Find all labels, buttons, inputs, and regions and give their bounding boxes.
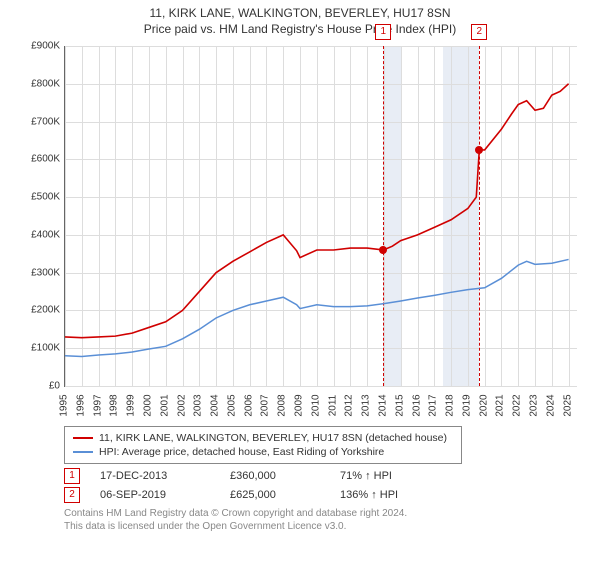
legend: 11, KIRK LANE, WALKINGTON, BEVERLEY, HU1… [64,426,462,464]
x-axis-label: 2018 [445,394,456,416]
x-axis-label: 2006 [243,394,254,416]
x-axis-label: 2000 [142,394,153,416]
transaction-price: £625,000 [230,489,340,501]
x-axis-label: 2012 [344,394,355,416]
gridline-h [65,386,577,387]
table-row: 2 06-SEP-2019 £625,000 136% ↑ HPI [64,487,580,503]
title-line-2: Price paid vs. HM Land Registry's House … [0,22,600,36]
x-axis-label: 2008 [277,394,288,416]
legend-swatch-1 [73,437,93,439]
chart: 12 £0£100K£200K£300K£400K£500K£600K£700K… [20,42,580,422]
marker-label: 2 [471,24,487,40]
x-axis-label: 2019 [461,394,472,416]
table-row: 1 17-DEC-2013 £360,000 71% ↑ HPI [64,468,580,484]
y-axis-label: £600K [31,154,60,165]
y-axis-label: £400K [31,229,60,240]
legend-label-1: 11, KIRK LANE, WALKINGTON, BEVERLEY, HU1… [99,432,447,444]
legend-label-2: HPI: Average price, detached house, East… [99,446,384,458]
x-axis-label: 1995 [59,394,70,416]
x-axis-label: 2014 [377,394,388,416]
legend-swatch-2 [73,451,93,453]
x-axis-label: 2003 [193,394,204,416]
transaction-date: 06-SEP-2019 [100,489,230,501]
x-axis-label: 2010 [310,394,321,416]
x-axis-label: 2009 [294,394,305,416]
footer: Contains HM Land Registry data © Crown c… [64,507,580,533]
transaction-hpi: 136% ↑ HPI [340,489,440,501]
x-axis-label: 2013 [361,394,372,416]
x-axis-label: 2004 [210,394,221,416]
series-price_paid [65,84,569,338]
y-axis-label: £700K [31,116,60,127]
x-axis-label: 2017 [428,394,439,416]
x-axis-label: 2015 [394,394,405,416]
y-axis-label: £800K [31,78,60,89]
x-axis-label: 2020 [478,394,489,416]
y-axis-label: £500K [31,192,60,203]
x-axis-label: 2021 [495,394,506,416]
x-axis-label: 2023 [529,394,540,416]
series-hpi [65,259,569,356]
transaction-hpi: 71% ↑ HPI [340,470,440,482]
y-axis-label: £300K [31,267,60,278]
y-axis-label: £100K [31,343,60,354]
x-axis-label: 2016 [411,394,422,416]
x-axis-label: 2002 [176,394,187,416]
transaction-marker: 1 [64,468,80,484]
x-axis-label: 2011 [327,395,338,417]
marker-label: 1 [375,24,391,40]
transaction-date: 17-DEC-2013 [100,470,230,482]
x-axis-label: 2024 [545,394,556,416]
transaction-price: £360,000 [230,470,340,482]
x-axis-label: 2007 [260,394,271,416]
x-axis-label: 1998 [109,394,120,416]
x-axis-label: 2001 [159,394,170,416]
y-axis-label: £900K [31,41,60,52]
y-axis-label: £0 [49,381,60,392]
transaction-marker: 2 [64,487,80,503]
y-axis-label: £200K [31,305,60,316]
transactions-table: 1 17-DEC-2013 £360,000 71% ↑ HPI 2 06-SE… [64,468,580,503]
x-axis-label: 1996 [75,394,86,416]
x-axis-label: 1999 [126,394,137,416]
x-axis-label: 2005 [226,394,237,416]
footer-line-2: This data is licensed under the Open Gov… [64,520,580,533]
x-axis-label: 1997 [92,394,103,416]
footer-line-1: Contains HM Land Registry data © Crown c… [64,507,580,520]
x-axis-label: 2025 [562,394,573,416]
title-line-1: 11, KIRK LANE, WALKINGTON, BEVERLEY, HU1… [0,6,600,20]
x-axis-label: 2022 [512,394,523,416]
